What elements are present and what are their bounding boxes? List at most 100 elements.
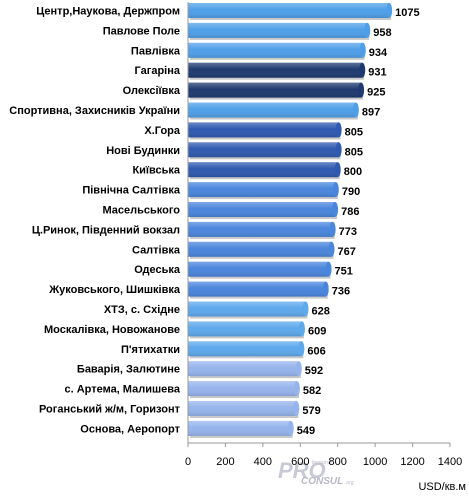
bar-5 bbox=[188, 102, 359, 120]
category-label: Салтівка bbox=[132, 244, 181, 256]
value-label: 606 bbox=[307, 345, 325, 357]
bar-20 bbox=[188, 401, 300, 418]
bar-end-cap bbox=[359, 42, 366, 58]
category-label: Москалівка, Новожанове bbox=[44, 324, 180, 336]
bar-3 bbox=[188, 62, 366, 80]
watermark-tiny: fessional bbox=[312, 460, 333, 466]
bar-11 bbox=[188, 221, 336, 239]
x-tick-label: 800 bbox=[329, 456, 347, 468]
category-label: Київська bbox=[132, 165, 180, 177]
x-axis: 0 200 400 600 800 1000 1200 1400 bbox=[185, 2, 462, 468]
category-label: Павлівка bbox=[131, 45, 181, 57]
bar-4 bbox=[188, 82, 365, 100]
category-label: Х.Гора bbox=[144, 125, 181, 137]
category-label: Ц.Ринок, Південний вокзал bbox=[32, 224, 180, 236]
bar-16 bbox=[188, 321, 305, 339]
category-label: ХТЗ, с. Східне bbox=[104, 304, 180, 316]
value-label: 1075 bbox=[395, 7, 419, 19]
category-label: Гагаріна bbox=[135, 65, 181, 77]
bar-highlight bbox=[188, 22, 368, 38]
bar-highlight bbox=[188, 221, 333, 237]
category-label: Жуковського, Шишківка bbox=[48, 284, 181, 296]
category-label: Баварія, Залютине bbox=[77, 364, 180, 376]
bar-12 bbox=[188, 241, 335, 259]
bar-highlight bbox=[188, 42, 363, 58]
bar-end-cap bbox=[332, 202, 339, 217]
x-tick-label: 1400 bbox=[438, 456, 462, 468]
value-label: 931 bbox=[368, 67, 386, 79]
value-label: 609 bbox=[308, 325, 326, 337]
bar-end-cap bbox=[298, 321, 305, 337]
value-labels: 1075 958 934 931 925 897 805 805 800 790 786 773 767… bbox=[297, 7, 420, 437]
bar-highlight bbox=[188, 102, 356, 118]
category-label: Нові Будинки bbox=[106, 145, 180, 157]
bar-end-cap bbox=[328, 241, 335, 257]
proconsul-watermark-logo: PRO fessional CONSUL .org bbox=[278, 458, 354, 487]
bar-end-cap bbox=[358, 82, 365, 98]
bar-13 bbox=[188, 261, 332, 279]
bar-2 bbox=[188, 42, 366, 60]
category-labels: Центр,Наукова, Держпром Павлове Поле Павлі… bbox=[9, 6, 181, 436]
bar-highlight bbox=[188, 3, 390, 18]
x-tick-label: 0 bbox=[185, 456, 191, 468]
value-label: 736 bbox=[332, 286, 350, 298]
value-label: 800 bbox=[344, 166, 362, 178]
value-label: 582 bbox=[303, 385, 321, 397]
category-label: с. Артема, Малишева bbox=[64, 384, 180, 396]
category-label: Основа, Аеропорт bbox=[80, 423, 180, 435]
category-label: П'ятихатки bbox=[121, 344, 180, 356]
bars-group bbox=[188, 3, 393, 438]
value-label: 790 bbox=[342, 186, 360, 198]
bar-highlight bbox=[188, 162, 338, 178]
bar-0 bbox=[188, 3, 393, 20]
bar-end-cap bbox=[334, 162, 341, 178]
bar-end-cap bbox=[293, 381, 300, 397]
bar-15 bbox=[188, 301, 309, 319]
x-ticks: 0 200 400 600 800 1000 1200 1400 bbox=[185, 443, 462, 468]
category-label: Павлове Поле bbox=[103, 25, 180, 37]
bar-end-cap bbox=[352, 102, 359, 118]
bar-6 bbox=[188, 122, 342, 140]
value-label: 579 bbox=[302, 405, 320, 417]
bar-18 bbox=[188, 361, 302, 379]
watermark-main: PRO bbox=[278, 458, 326, 483]
category-label: Масельського bbox=[102, 205, 180, 217]
bar-19 bbox=[188, 381, 300, 399]
bar-highlight bbox=[188, 420, 291, 436]
bar-end-cap bbox=[287, 420, 294, 436]
category-label: Центр,Наукова, Держпром bbox=[36, 6, 180, 18]
category-label: Північна Салтівка bbox=[82, 185, 181, 197]
value-label: 628 bbox=[312, 306, 330, 318]
bar-end-cap bbox=[293, 401, 300, 416]
bar-1 bbox=[188, 22, 371, 40]
bar-highlight bbox=[188, 241, 332, 257]
category-label: Одеська bbox=[134, 264, 181, 276]
bar-highlight bbox=[188, 281, 326, 297]
category-label: Олексіївка bbox=[123, 85, 181, 97]
x-tick-label: 200 bbox=[216, 456, 234, 468]
watermark-domain: .org bbox=[345, 480, 354, 486]
value-label: 767 bbox=[338, 246, 356, 258]
bar-end-cap bbox=[335, 142, 342, 158]
bar-end-cap bbox=[325, 261, 332, 277]
value-label: 934 bbox=[369, 47, 388, 59]
bar-highlight bbox=[188, 401, 297, 416]
x-tick-label: 1000 bbox=[363, 456, 387, 468]
bar-8 bbox=[188, 162, 341, 180]
value-label: 805 bbox=[345, 126, 363, 138]
bar-highlight bbox=[188, 182, 336, 198]
bar-highlight bbox=[188, 341, 302, 357]
value-label: 549 bbox=[297, 425, 315, 437]
bar-end-cap bbox=[359, 62, 366, 78]
bar-end-cap bbox=[332, 182, 339, 198]
bar-21 bbox=[188, 420, 294, 438]
bar-end-cap bbox=[298, 341, 305, 357]
bar-10 bbox=[188, 202, 339, 219]
value-label: 805 bbox=[345, 146, 363, 158]
bar-end-cap bbox=[386, 3, 393, 18]
unit-label: USD/кв.м bbox=[418, 481, 466, 493]
bar-highlight bbox=[188, 142, 339, 158]
watermark-sub: CONSUL bbox=[301, 476, 343, 487]
bar-end-cap bbox=[364, 22, 371, 38]
